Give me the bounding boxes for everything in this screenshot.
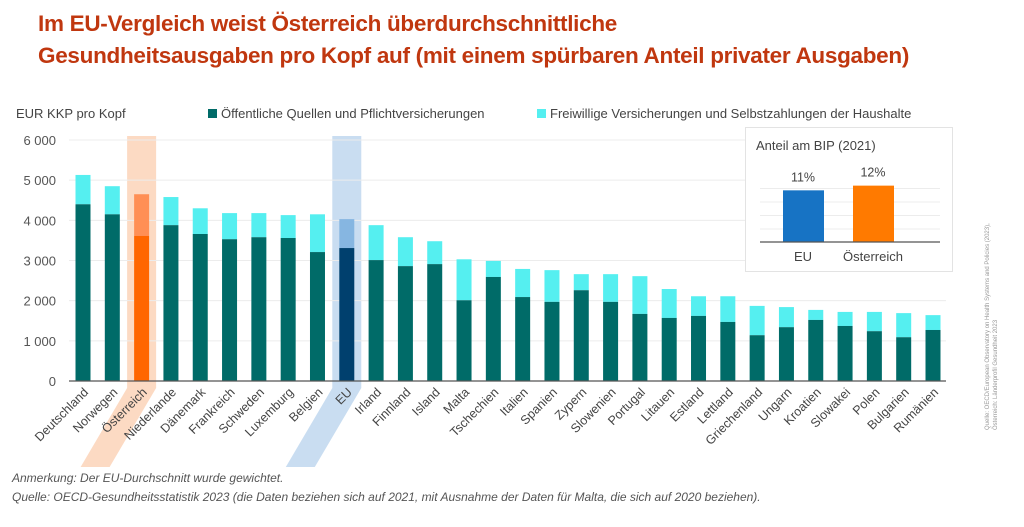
bar-public bbox=[104, 214, 120, 381]
bar-private bbox=[808, 309, 824, 320]
bar-public bbox=[134, 235, 150, 381]
bar-public bbox=[720, 321, 736, 381]
inset-value-label: 11% bbox=[791, 170, 815, 184]
note-annotation: Anmerkung: Der EU-Durchschnitt wurde gew… bbox=[12, 471, 284, 485]
bar-private bbox=[368, 225, 384, 261]
bar-public bbox=[778, 327, 794, 381]
bar-private bbox=[866, 311, 882, 332]
inset-bar bbox=[783, 190, 824, 242]
bar-private bbox=[837, 311, 853, 326]
bar-public bbox=[368, 260, 384, 381]
y-tick-label: 1 000 bbox=[23, 334, 56, 349]
bar-public bbox=[691, 315, 707, 381]
bar-public bbox=[222, 239, 238, 381]
bar-public bbox=[192, 233, 208, 381]
bar-public bbox=[163, 225, 179, 381]
bar-public bbox=[397, 266, 413, 381]
legend-item-public: Öffentliche Quellen und Pflichtversicher… bbox=[208, 106, 485, 121]
y-tick-label: 2 000 bbox=[23, 294, 56, 309]
y-tick-label: 6 000 bbox=[23, 133, 56, 148]
bar-public bbox=[339, 248, 355, 381]
bar-private bbox=[251, 213, 267, 238]
legend-swatch-private bbox=[537, 109, 546, 118]
bar-private bbox=[339, 219, 355, 249]
bar-public bbox=[603, 301, 619, 381]
bar-private bbox=[222, 213, 238, 240]
bar-public bbox=[573, 290, 589, 381]
bar-private bbox=[456, 259, 472, 301]
bar-public bbox=[251, 237, 267, 381]
side-source-line-1: Quelle: OECD/European Observatory on Hea… bbox=[985, 223, 991, 430]
bar-private bbox=[925, 315, 941, 330]
bar-private bbox=[280, 215, 296, 239]
side-source: Quelle: OECD/European Observatory on Hea… bbox=[984, 223, 1000, 430]
bar-private bbox=[485, 260, 501, 277]
bar-public bbox=[456, 300, 472, 381]
inset-gdp-share: Anteil am BIP (2021) 11% EU 12% Österreich bbox=[745, 127, 953, 272]
y-tick-label: 4 000 bbox=[23, 213, 56, 228]
bar-public bbox=[808, 319, 824, 381]
bar-private bbox=[573, 274, 589, 291]
title-line-1: Im EU-Vergleich weist Österreich überdur… bbox=[38, 11, 617, 36]
bar-private bbox=[544, 270, 560, 302]
legend-swatch-public bbox=[208, 109, 217, 118]
bar-public bbox=[485, 276, 501, 381]
bar-private bbox=[104, 186, 120, 215]
bar-public bbox=[661, 317, 677, 381]
inset-chart: 11% EU 12% Österreich bbox=[760, 166, 940, 264]
legend-label-public: Öffentliche Quellen und Pflichtversicher… bbox=[221, 106, 485, 121]
inset-category-label: EU bbox=[794, 249, 812, 264]
bar-public bbox=[749, 335, 765, 381]
highlight-ribbon-eu bbox=[285, 388, 362, 467]
inset-value-label: 12% bbox=[860, 166, 885, 180]
side-source-line-2: Österreich: Länderprofil Gesundheit 2023 bbox=[993, 319, 999, 430]
bar-private bbox=[749, 305, 765, 336]
title-line-2: Gesundheitsausgaben pro Kopf auf (mit ei… bbox=[38, 43, 910, 68]
bar-public bbox=[544, 301, 560, 381]
highlight-ribbon-austria bbox=[80, 388, 157, 467]
bar-private bbox=[75, 174, 91, 205]
bar-private bbox=[603, 274, 619, 302]
bar-private bbox=[427, 241, 443, 265]
bar-private bbox=[896, 313, 912, 338]
bar-private bbox=[661, 289, 677, 318]
bar-public bbox=[925, 329, 941, 381]
legend-item-private: Freiwillige Versicherungen und Selbstzah… bbox=[537, 106, 911, 121]
bar-private bbox=[397, 237, 413, 267]
bar-private bbox=[720, 296, 736, 322]
y-tick-label: 3 000 bbox=[23, 254, 56, 269]
y-tick-label: 5 000 bbox=[23, 173, 56, 188]
inset-category-label: Österreich bbox=[843, 249, 903, 264]
bar-private bbox=[134, 194, 150, 236]
bar-public bbox=[837, 325, 853, 381]
bar-public bbox=[632, 313, 648, 381]
y-axis-label: EUR KKP pro Kopf bbox=[16, 106, 126, 121]
bar-public bbox=[309, 252, 325, 381]
bar-public bbox=[280, 238, 296, 381]
x-tick-label: Island bbox=[409, 385, 443, 419]
bar-private bbox=[192, 208, 208, 234]
bar-public bbox=[515, 297, 531, 381]
bar-private bbox=[515, 268, 531, 298]
y-tick-label: 0 bbox=[49, 374, 56, 389]
bar-private bbox=[778, 307, 794, 328]
bar-private bbox=[163, 197, 179, 226]
inset-title: Anteil am BIP (2021) bbox=[756, 138, 876, 153]
bar-private bbox=[691, 296, 707, 316]
bar-public bbox=[75, 204, 91, 381]
bar-private bbox=[309, 214, 325, 253]
chart-title: Im EU-Vergleich weist Österreich überdur… bbox=[38, 8, 909, 72]
bar-public bbox=[896, 337, 912, 381]
note-source: Quelle: OECD-Gesundheitsstatistik 2023 (… bbox=[12, 490, 761, 504]
legend-label-private: Freiwillige Versicherungen und Selbstzah… bbox=[550, 106, 912, 121]
inset-bar bbox=[853, 185, 894, 242]
bar-public bbox=[866, 331, 882, 381]
bar-private bbox=[632, 276, 648, 314]
bar-public bbox=[427, 264, 443, 381]
